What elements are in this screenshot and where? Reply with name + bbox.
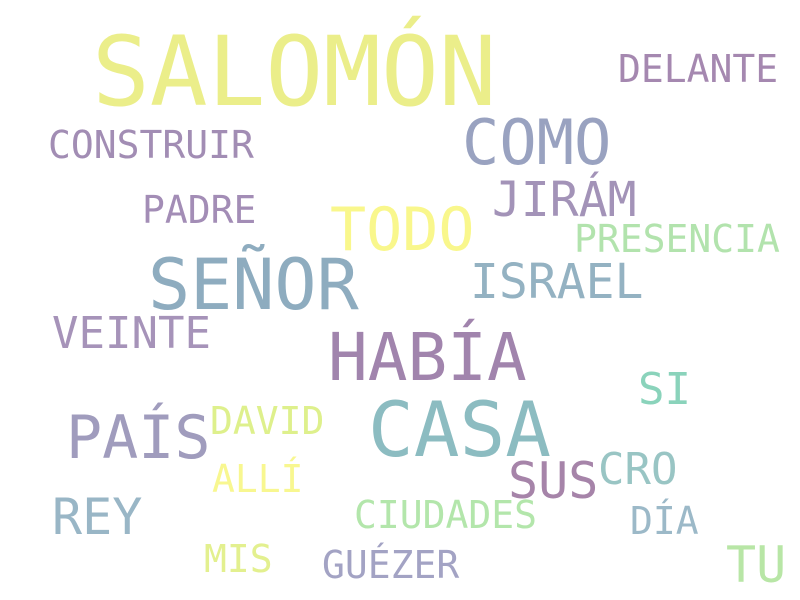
word-guezer: GUÉZER xyxy=(322,543,460,587)
word-salomon: SALOMÓN xyxy=(92,16,497,128)
word-david: DAVID xyxy=(210,399,325,443)
word-ciudades: CIUDADES xyxy=(354,493,538,537)
word-pais: PAÍS xyxy=(66,403,211,473)
word-alli: ALLÍ xyxy=(212,457,304,501)
word-tu: TU xyxy=(726,536,787,594)
word-mis: MIS xyxy=(204,537,273,581)
word-cro: CRO xyxy=(598,444,678,495)
word-presencia: PRESENCIA xyxy=(574,217,780,261)
word-veinte: VEINTE xyxy=(52,308,211,359)
word-como: COMO xyxy=(462,106,612,179)
word-senor: SEÑOR xyxy=(148,244,359,326)
word-construir: CONSTRUIR xyxy=(48,123,254,167)
word-casa: CASA xyxy=(368,385,552,474)
word-jiram: JIRÁM xyxy=(492,172,637,228)
word-rey: REY xyxy=(52,488,143,546)
word-habia: HABÍA xyxy=(328,319,527,396)
word-si: SI xyxy=(638,364,691,415)
word-sus: SUS xyxy=(508,452,599,510)
word-padre: PADRE xyxy=(142,188,257,232)
word-israel: ISRAEL xyxy=(470,254,644,310)
word-dia: DÍA xyxy=(630,499,699,543)
word-delante: DELANTE xyxy=(618,47,779,91)
word-todo: TODO xyxy=(330,195,475,265)
